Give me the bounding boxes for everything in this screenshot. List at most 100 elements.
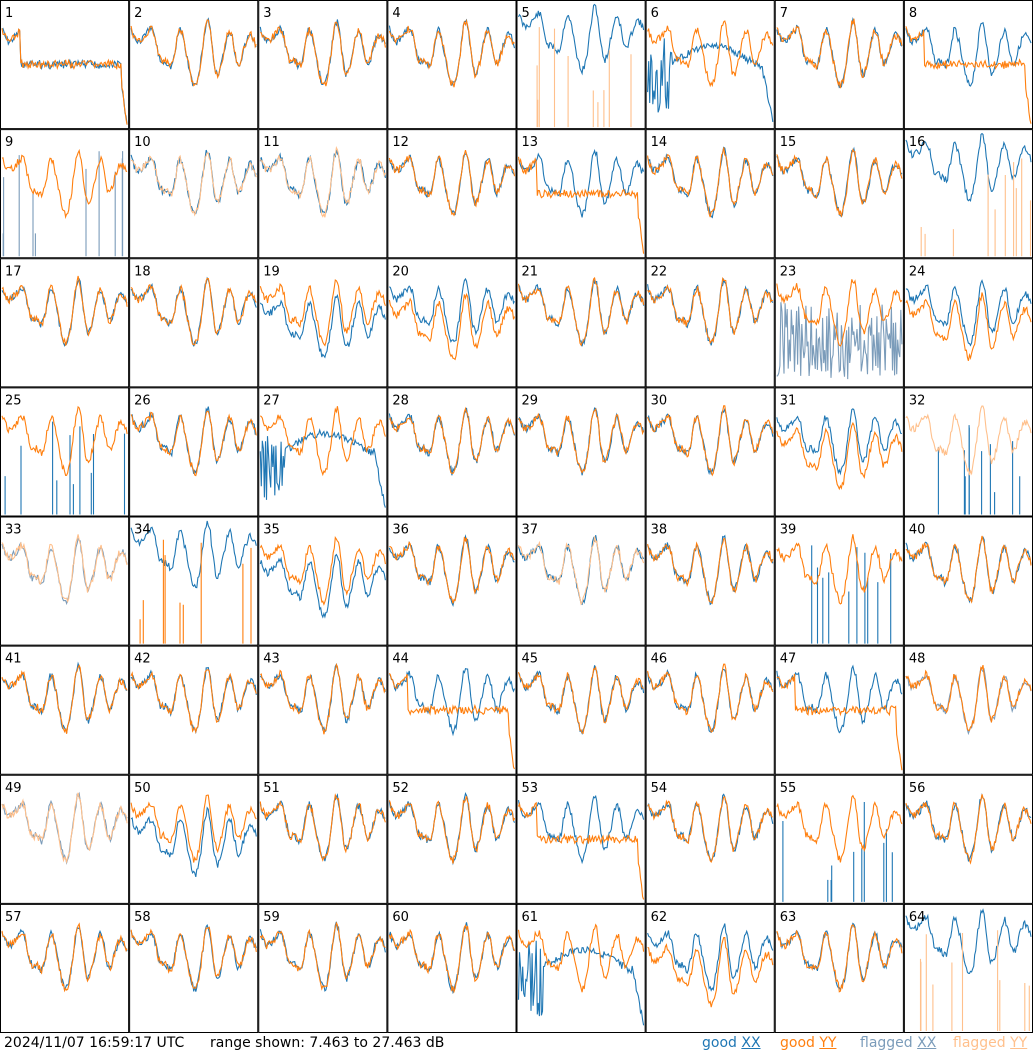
tile-label: 26 — [134, 393, 151, 408]
tile-label: 20 — [392, 264, 409, 279]
tile-24-yy-series — [905, 292, 1032, 361]
tile-35-xx-series — [259, 553, 386, 619]
tile-label: 40 — [909, 523, 926, 538]
tile-frame — [516, 645, 646, 775]
tile-frame — [258, 516, 388, 646]
tile-46: 46 — [645, 645, 775, 775]
tile-28: 28 — [387, 387, 517, 517]
tile-13: 13 — [516, 129, 646, 259]
tile-label: 15 — [780, 135, 797, 150]
legend-flagged-yy-label: flagged — [953, 1035, 1011, 1051]
tile-15-yy-series — [776, 148, 903, 217]
tile-7: 7 — [774, 0, 904, 130]
tile-28-yy-series — [389, 406, 516, 475]
legend-flagged-yy-pol: YY — [1010, 1035, 1028, 1051]
tile-label: 47 — [780, 652, 797, 667]
tile-51: 51 — [258, 774, 388, 904]
tile-label: 33 — [5, 523, 22, 538]
tile-frame — [645, 645, 775, 775]
tile-60-yy-series — [388, 924, 516, 994]
tile-frame — [516, 0, 646, 130]
tile-1-yy-series — [1, 28, 128, 125]
tile-frame — [645, 0, 775, 130]
legend-flagged-xx: flagged XX — [860, 1035, 936, 1051]
tile-label: 3 — [263, 6, 271, 21]
tile-14-yy-series — [647, 147, 774, 218]
tile-frame — [774, 903, 904, 1033]
tile-label: 16 — [909, 135, 926, 150]
tile-label: 25 — [5, 393, 22, 408]
tile-frame — [774, 774, 904, 904]
tile-frame — [645, 387, 775, 517]
tile-frame — [774, 0, 904, 130]
tile-frame — [774, 516, 904, 646]
tile-24-xx-series — [905, 279, 1032, 347]
tile-37: 37 — [516, 516, 646, 646]
tile-27-xx-series — [259, 428, 386, 508]
tile-29: 29 — [516, 387, 646, 517]
tile-label: 37 — [522, 523, 539, 538]
tile-30: 30 — [645, 387, 775, 517]
tile-52-yy-series — [388, 796, 516, 864]
tile-22-yy-series — [647, 276, 774, 345]
tile-61-xx-series — [517, 940, 645, 1026]
tile-61: 61 — [516, 903, 646, 1033]
tile-frame — [258, 387, 388, 517]
tile-63-yy-series — [776, 924, 903, 993]
tile-label: 62 — [651, 910, 668, 925]
tile-3: 3 — [258, 0, 388, 130]
tile-frame — [0, 258, 130, 388]
legend-good-yy: good YY — [780, 1035, 836, 1051]
tile-4-yy-series — [388, 18, 515, 88]
tile-11-yy-series — [259, 146, 386, 218]
tile-label: 59 — [263, 910, 280, 925]
tile-label: 63 — [780, 910, 797, 925]
tile-label: 13 — [522, 135, 539, 150]
tile-frame — [516, 516, 646, 646]
tile-43-yy-series — [260, 662, 386, 735]
tile-19: 19 — [258, 258, 388, 388]
tile-label: 61 — [522, 910, 539, 925]
tile-44-yy-series — [388, 673, 515, 770]
legend-good-xx-pol: XX — [741, 1035, 761, 1051]
tile-44: 44 — [387, 645, 517, 775]
tile-56: 56 — [903, 774, 1033, 904]
tile-label: 55 — [780, 781, 797, 796]
tile-label: 41 — [5, 652, 22, 667]
tile-6: 6 — [645, 0, 775, 130]
tile-16: 16 — [903, 129, 1033, 259]
tile-31-xx-series — [776, 408, 902, 476]
tile-54-yy-series — [647, 796, 774, 864]
tile-label: 60 — [392, 910, 409, 925]
tile-label: 43 — [263, 652, 280, 667]
tile-32: 32 — [903, 387, 1033, 517]
tile-62: 62 — [645, 903, 775, 1033]
tile-22: 22 — [645, 258, 775, 388]
tile-frame — [0, 774, 130, 904]
tile-47-yy-series — [776, 673, 903, 771]
tile-49-xx-series — [1, 791, 128, 865]
tile-25-yy-series — [1, 405, 128, 476]
tile-label: 38 — [651, 523, 668, 538]
tile-53-yy-series — [517, 801, 645, 900]
tile-frame — [645, 129, 775, 259]
tile-48: 48 — [903, 645, 1033, 775]
tile-29-yy-series — [518, 407, 645, 474]
tile-2-yy-series — [130, 19, 257, 87]
legend-flagged-xx-pol: XX — [917, 1035, 937, 1051]
tile-18: 18 — [129, 258, 259, 388]
tile-1: 1 — [0, 0, 130, 130]
tile-label: 14 — [651, 135, 668, 150]
tile-36-yy-series — [389, 536, 515, 604]
tile-frame — [258, 258, 388, 388]
tile-label: 8 — [909, 6, 917, 21]
tile-label: 39 — [780, 523, 797, 538]
tile-64: 64 — [903, 903, 1033, 1033]
tile-63: 63 — [774, 903, 904, 1033]
tile-45: 45 — [516, 645, 646, 775]
tile-51-yy-series — [259, 793, 386, 862]
tile-label: 44 — [392, 652, 409, 667]
legend-flagged-yy: flagged YY — [953, 1035, 1027, 1051]
tile-62-yy-series — [647, 937, 774, 1008]
tile-frame — [129, 129, 259, 259]
